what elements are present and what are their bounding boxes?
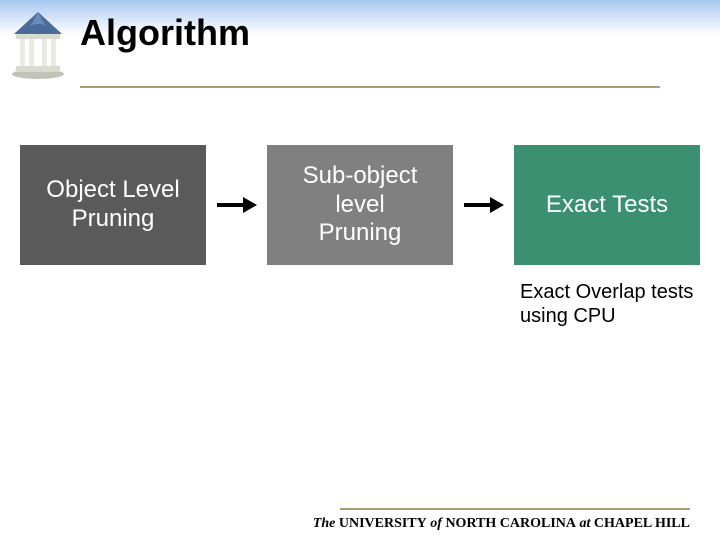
footer-divider [340,508,690,510]
arrow-icon [217,193,257,217]
footer-org1: UNIVERSITY [339,516,427,531]
footer-mid: of [427,516,446,531]
slide-title: Algorithm [80,12,250,54]
algorithm-flowchart: Object Level Pruning Sub-object level Pr… [20,130,700,280]
footer-attribution: The UNIVERSITY of NORTH CAROLINA at CHAP… [313,516,690,532]
caption-text: Exact Overlap tests using CPU [520,280,710,328]
footer-org2: NORTH CAROLINA [445,516,576,531]
node-sub-object-pruning: Sub-object level Pruning [267,145,453,265]
node-object-level-pruning: Object Level Pruning [20,145,206,265]
arrow-icon [464,193,504,217]
footer-mid2: at [576,516,594,531]
unc-well-logo [10,8,66,80]
title-underline [80,86,660,88]
footer-org3: CHAPEL HILL [594,516,690,531]
footer-prefix: The [313,516,339,531]
node-exact-tests: Exact Tests [514,145,700,265]
